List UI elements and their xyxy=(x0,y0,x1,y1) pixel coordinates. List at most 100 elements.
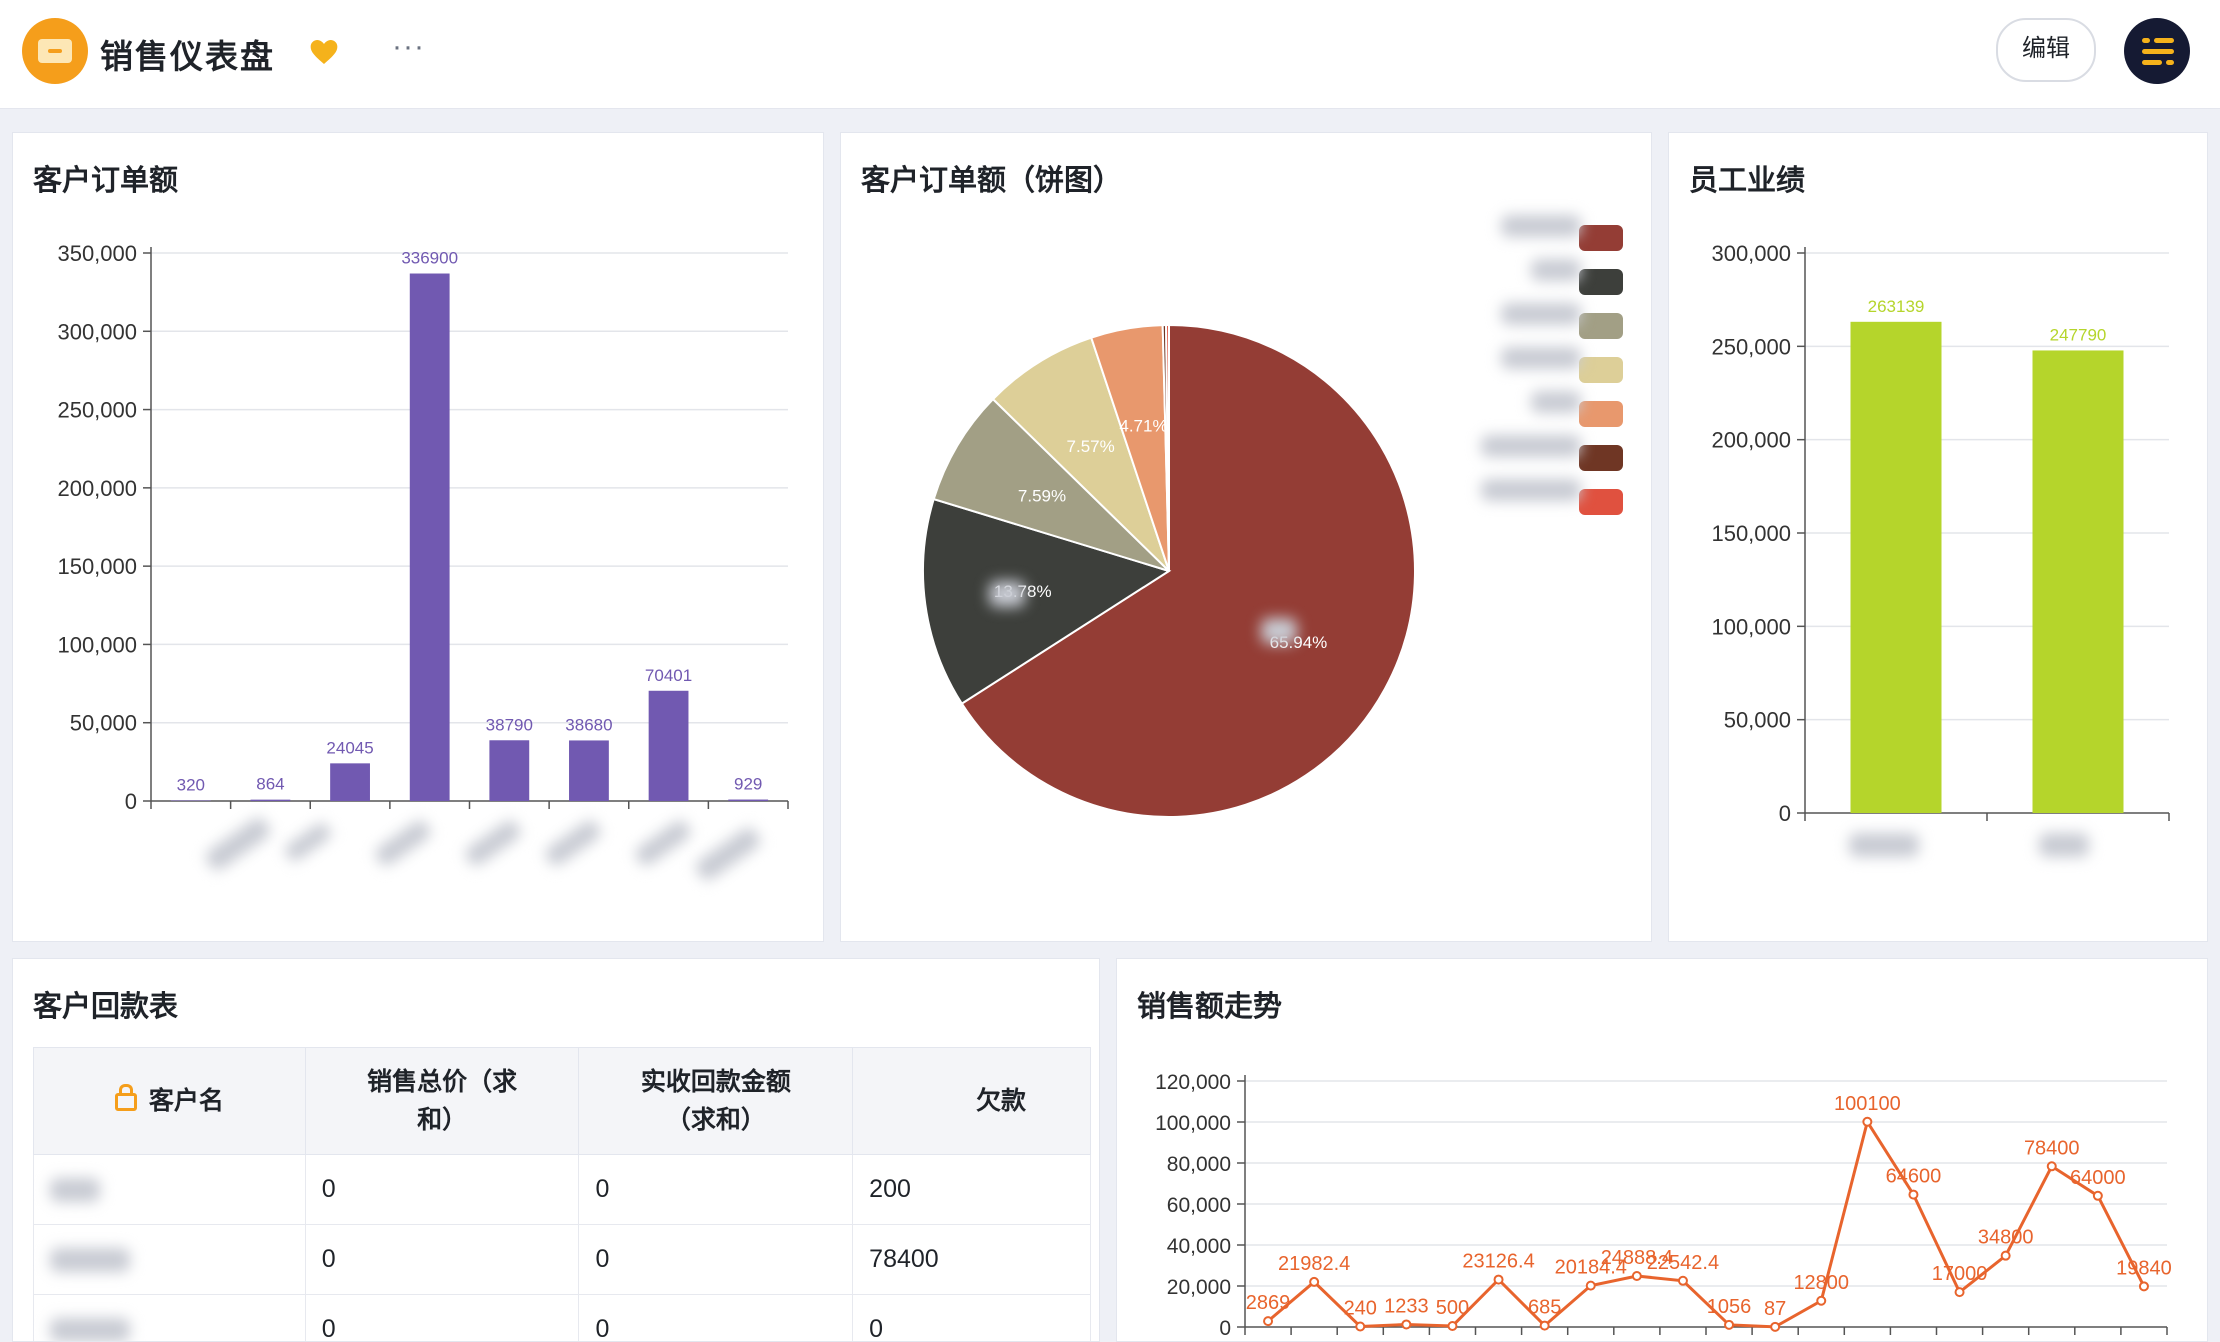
received-cell: 0 xyxy=(579,1225,853,1295)
top-bar: 销售仪表盘 ··· 编辑 xyxy=(0,0,2220,109)
y-tick-label: 0 xyxy=(1779,801,1791,826)
legend-swatch[interactable] xyxy=(1579,489,1623,515)
trend-point xyxy=(1402,1320,1410,1328)
legend-swatch[interactable] xyxy=(1579,357,1623,383)
payments-panel: 客户回款表 客户名 销售总价（求和） 实收回款金额（求和） 欠款 xyxy=(12,958,1100,1342)
y-tick-label: 200,000 xyxy=(1711,428,1791,453)
bar xyxy=(1851,322,1942,813)
customer-name-cell xyxy=(34,1295,306,1342)
bar xyxy=(728,800,768,801)
trend-value-label: 685 xyxy=(1528,1297,1561,1319)
legend-swatch[interactable] xyxy=(1579,225,1623,251)
column-header-total[interactable]: 销售总价（求和） xyxy=(305,1048,579,1155)
y-tick-label: 200,000 xyxy=(57,476,137,501)
bar xyxy=(410,274,450,801)
legend-swatch[interactable] xyxy=(1579,313,1623,339)
y-tick-label: 120,000 xyxy=(1155,1071,1231,1094)
trend-value-label: 100100 xyxy=(1834,1093,1901,1115)
trend-point xyxy=(1356,1323,1364,1331)
trend-value-label: 1233 xyxy=(1384,1295,1429,1317)
trend-point xyxy=(2048,1162,2056,1170)
received-cell: 0 xyxy=(579,1295,853,1342)
bar-value-label: 929 xyxy=(734,775,762,794)
bar-value-label: 336900 xyxy=(401,249,458,268)
y-tick-label: 0 xyxy=(125,789,137,814)
trend-point xyxy=(1495,1276,1503,1284)
trend-value-label: 34800 xyxy=(1978,1227,2034,1249)
bar xyxy=(649,691,689,801)
trend-point xyxy=(1448,1322,1456,1330)
y-tick-label: 60,000 xyxy=(1167,1194,1231,1217)
table-header-row: 客户名 销售总价（求和） 实收回款金额（求和） 欠款 xyxy=(34,1048,1091,1155)
trend-point xyxy=(1817,1297,1825,1305)
pie-slice-label: 7.57% xyxy=(1067,437,1115,456)
trend-value-label: 64600 xyxy=(1886,1166,1942,1188)
trend-point xyxy=(1310,1278,1318,1286)
trend-point xyxy=(2140,1282,2148,1290)
trend-point xyxy=(1909,1191,1917,1199)
payments-title: 客户回款表 xyxy=(33,983,178,1025)
y-tick-label: 250,000 xyxy=(1711,334,1791,359)
trend-value-label: 12800 xyxy=(1793,1272,1849,1294)
trend-point xyxy=(1264,1317,1272,1325)
bar-value-label: 263139 xyxy=(1868,297,1925,316)
trend-point xyxy=(2002,1252,2010,1260)
legend-swatch[interactable] xyxy=(1579,445,1623,471)
app-logo-icon xyxy=(22,18,88,84)
legend-swatch[interactable] xyxy=(1579,401,1623,427)
y-tick-label: 100,000 xyxy=(1155,1112,1231,1135)
trend-point xyxy=(1541,1322,1549,1330)
trend-value-label: 78400 xyxy=(2024,1137,2080,1159)
bar-value-label: 320 xyxy=(177,775,205,794)
y-tick-label: 150,000 xyxy=(1711,521,1791,546)
y-tick-label: 350,000 xyxy=(57,241,137,266)
table-row[interactable]: 0 0 200 xyxy=(34,1155,1091,1225)
column-header-customer[interactable]: 客户名 xyxy=(34,1048,306,1155)
total-cell: 0 xyxy=(305,1155,579,1225)
trend-point xyxy=(1587,1282,1595,1290)
bar xyxy=(251,800,291,801)
trend-point xyxy=(1863,1118,1871,1126)
lock-icon xyxy=(115,1093,137,1111)
y-tick-label: 50,000 xyxy=(70,711,137,736)
customer-name-cell xyxy=(34,1155,306,1225)
favorite-heart-icon[interactable] xyxy=(308,36,340,68)
column-header-received[interactable]: 实收回款金额（求和） xyxy=(579,1048,853,1155)
orders-pie-panel: 客户订单额（饼图） 65.94%13.78%7.59%7.57%4.71% xyxy=(840,132,1652,942)
y-tick-label: 150,000 xyxy=(57,554,137,579)
bar-value-label: 38680 xyxy=(565,715,612,734)
more-options-button[interactable]: ··· xyxy=(392,30,425,64)
pie-slice-label: 4.71% xyxy=(1119,417,1167,436)
y-tick-label: 250,000 xyxy=(57,398,137,423)
table-row[interactable]: 0 0 0 xyxy=(34,1295,1091,1342)
column-header-debt[interactable]: 欠款 xyxy=(853,1048,1091,1155)
trend-value-label: 2869 xyxy=(1246,1292,1291,1314)
trend-point xyxy=(2094,1192,2102,1200)
debt-cell: 78400 xyxy=(853,1225,1091,1295)
total-cell: 0 xyxy=(305,1225,579,1295)
trend-value-label: 240 xyxy=(1344,1298,1377,1320)
table-row[interactable]: 0 0 78400 xyxy=(34,1225,1091,1295)
trend-value-label: 23126.4 xyxy=(1462,1251,1534,1273)
edit-button[interactable]: 编辑 xyxy=(1996,18,2096,82)
bar-value-label: 247790 xyxy=(2050,325,2107,344)
trend-value-label: 19840 xyxy=(2116,1257,2172,1279)
legend-swatch[interactable] xyxy=(1579,269,1623,295)
trend-point xyxy=(1679,1277,1687,1285)
y-tick-label: 300,000 xyxy=(57,319,137,344)
orders-pie-chart: 65.94%13.78%7.59%7.57%4.71% xyxy=(841,133,1651,941)
trend-value-label: 21982.4 xyxy=(1278,1253,1350,1275)
trend-value-label: 500 xyxy=(1436,1297,1469,1319)
bar-value-label: 864 xyxy=(256,775,284,794)
menu-icon[interactable] xyxy=(2124,18,2190,84)
trend-value-label: 22542.4 xyxy=(1647,1252,1719,1274)
staff-bar-chart: 050,000100,000150,000200,000250,000300,0… xyxy=(1669,133,2207,941)
y-tick-label: 50,000 xyxy=(1724,708,1791,733)
trend-line-chart: 020,00040,00060,00080,000100,000120,0002… xyxy=(1117,959,2207,1341)
trend-value-label: 87 xyxy=(1764,1298,1786,1320)
bar-value-label: 38790 xyxy=(486,715,533,734)
y-tick-label: 100,000 xyxy=(1711,614,1791,639)
y-tick-label: 100,000 xyxy=(57,632,137,657)
